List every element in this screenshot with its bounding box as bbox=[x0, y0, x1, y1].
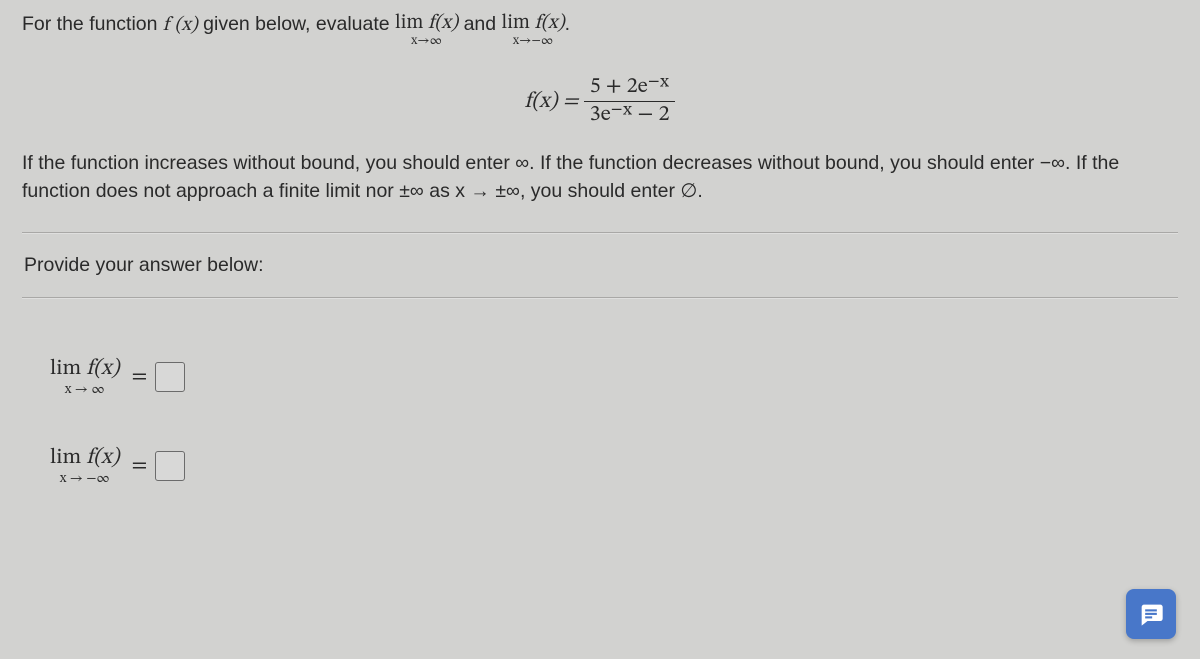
q-mid1: given below, evaluate bbox=[198, 13, 395, 35]
eq-fraction: 5 + 2e⁻ˣ 3e⁻ˣ − 2 bbox=[584, 76, 676, 127]
lim-pos-inf: lim f(x)x→∞ bbox=[395, 13, 458, 49]
lim-label-neg: lim f(x) x → −∞ bbox=[50, 447, 119, 486]
answers-area: lim f(x) x → ∞ = lim f(x) x → −∞ = bbox=[22, 298, 1178, 486]
q-fn: f (x) bbox=[163, 15, 198, 35]
equals-sign: = bbox=[131, 451, 147, 483]
q-prefix: For the function bbox=[22, 13, 163, 35]
instructions-text: If the function increases without bound,… bbox=[22, 149, 1178, 206]
question-text: For the function f (x) given below, eval… bbox=[22, 8, 1178, 48]
lim-label-pos: lim f(x) x → ∞ bbox=[50, 358, 119, 397]
provide-label: Provide your answer below: bbox=[22, 233, 1178, 297]
lim-neg-inf: lim f(x)x→−∞ bbox=[502, 13, 565, 49]
eq-denominator: 3e⁻ˣ − 2 bbox=[584, 102, 676, 127]
eq-lhs: f(x) = bbox=[525, 91, 584, 113]
answer-input-neg-inf[interactable] bbox=[155, 451, 185, 481]
answer-row-neg-inf: lim f(x) x → −∞ = bbox=[50, 447, 1178, 486]
chat-icon bbox=[1137, 600, 1165, 628]
q-and: and bbox=[458, 13, 501, 35]
equation: f(x) = 5 + 2e⁻ˣ 3e⁻ˣ − 2 bbox=[22, 76, 1178, 127]
answer-row-pos-inf: lim f(x) x → ∞ = bbox=[50, 358, 1178, 397]
q-period: . bbox=[565, 13, 570, 35]
chat-button[interactable] bbox=[1126, 589, 1176, 639]
answer-input-pos-inf[interactable] bbox=[155, 362, 185, 392]
equals-sign: = bbox=[131, 362, 147, 394]
eq-numerator: 5 + 2e⁻ˣ bbox=[584, 76, 676, 102]
